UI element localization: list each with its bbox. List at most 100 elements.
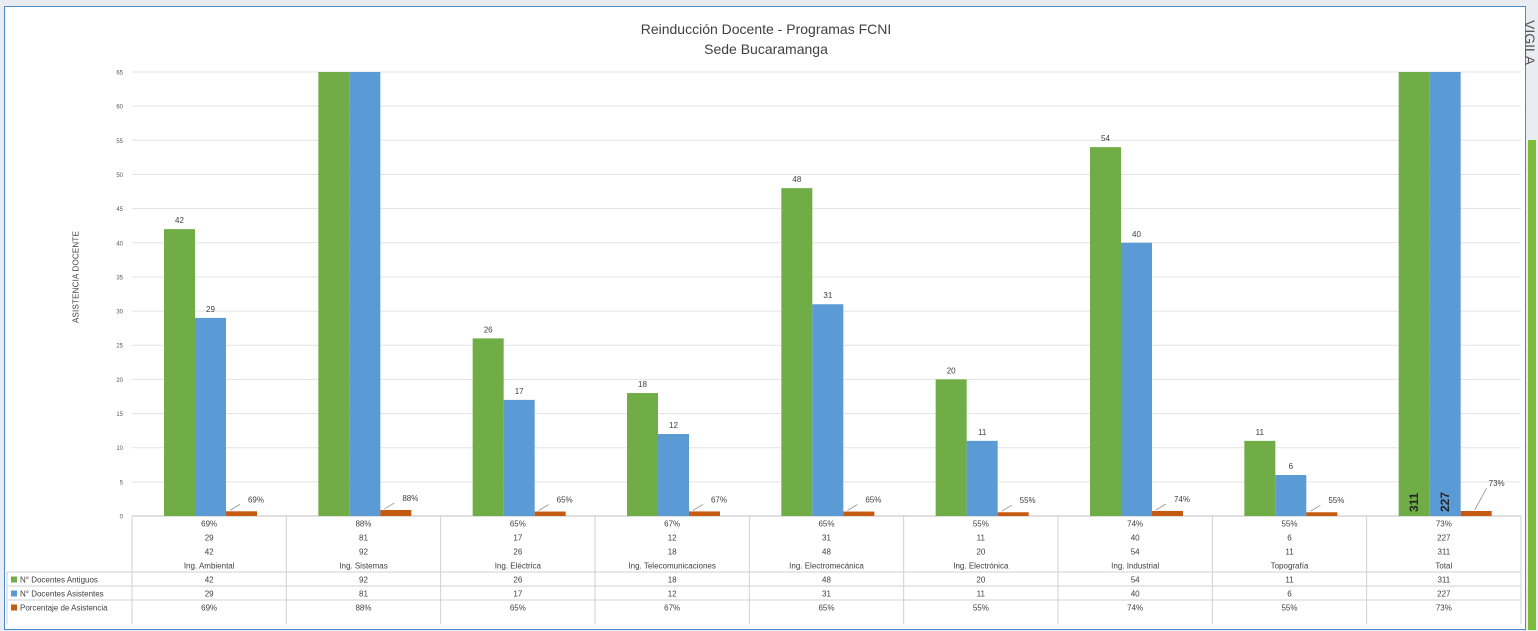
table-cell: 12	[668, 590, 677, 599]
side-label: VIGILA	[1522, 20, 1538, 66]
table-cell: 6	[1287, 534, 1292, 543]
data-label: 40	[1132, 230, 1141, 239]
table-cell: 74%	[1127, 604, 1143, 613]
category-label: Ing. Electrónica	[953, 562, 1009, 571]
table-cell: 17	[513, 590, 522, 599]
data-label: 55%	[1328, 496, 1344, 505]
bar-porcentaje	[226, 511, 257, 516]
bar-antiguos	[935, 379, 967, 516]
table-cell: 67%	[664, 520, 680, 529]
table-cell: 65%	[510, 520, 526, 529]
leader-line	[847, 504, 858, 511]
data-label: 42	[175, 216, 184, 225]
bar-asistentes	[1429, 72, 1461, 516]
category-label: Topografía	[1271, 562, 1309, 571]
table-cell: 48	[822, 548, 831, 557]
table-cell: 69%	[201, 604, 217, 613]
table-cell: 26	[513, 576, 522, 585]
bar-porcentaje	[1460, 511, 1492, 516]
data-label: 227	[1438, 492, 1452, 512]
data-label: 88%	[402, 494, 418, 503]
chart-subtitle: Sede Bucaramanga	[704, 41, 828, 57]
bar-asistentes	[503, 399, 535, 516]
data-label: 73%	[1489, 479, 1505, 488]
table-cell: 40	[1131, 590, 1140, 599]
table-cell: 54	[1131, 576, 1140, 585]
legend-swatch	[11, 590, 17, 597]
legend-label: N° Docentes Asistentes	[20, 590, 104, 599]
table-cell: 54	[1131, 548, 1140, 557]
table-cell: 11	[1285, 576, 1294, 585]
data-label: 17	[515, 387, 524, 396]
chart-frame: Reinducción Docente - Programas FCNI Sed…	[4, 6, 1526, 630]
table-cell: 81	[359, 590, 368, 599]
y-tick-label: 10	[116, 446, 123, 452]
table-cell: 311	[1437, 548, 1450, 557]
y-tick-label: 50	[116, 173, 123, 179]
table-cell: 88%	[355, 520, 371, 529]
data-label: 20	[947, 366, 956, 375]
table-cell: 55%	[973, 520, 989, 529]
data-label: 29	[206, 305, 215, 314]
y-tick-label: 5	[120, 480, 124, 486]
table-cell: 65%	[818, 604, 834, 613]
category-label: Ing. Sistemas	[339, 562, 387, 571]
table-cell: 73%	[1436, 604, 1452, 613]
table-cell: 55%	[973, 604, 989, 613]
bar-porcentaje	[534, 511, 566, 516]
data-label: 18	[638, 380, 647, 389]
table-cell: 73%	[1436, 520, 1452, 529]
leader-line	[1310, 504, 1321, 512]
table-cell: 11	[977, 534, 986, 543]
chart-title: Reinducción Docente - Programas FCNI	[640, 21, 892, 37]
table-cell: 18	[668, 548, 677, 557]
y-tick-label: 65	[116, 71, 123, 77]
table-cell: 20	[976, 548, 985, 557]
y-tick-label: 30	[116, 310, 123, 316]
category-label: Total	[1435, 562, 1452, 571]
table-cell: 55%	[1281, 604, 1297, 613]
bar-asistentes	[195, 317, 226, 516]
table-cell: 65%	[510, 604, 526, 613]
table-cell: 29	[205, 534, 214, 543]
table-cell: 227	[1437, 590, 1451, 599]
bar-antiguos	[1244, 440, 1276, 516]
bar-antiguos	[318, 72, 350, 516]
bar-antiguos	[1398, 72, 1430, 516]
table-cell: 26	[513, 548, 522, 557]
category-label: Ing. Eléctrica	[495, 562, 542, 571]
bar-asistentes	[1121, 242, 1152, 516]
y-tick-label: 55	[116, 139, 123, 145]
bar-asistentes	[1275, 475, 1307, 516]
bar-asistentes	[658, 434, 689, 516]
data-label: 69%	[248, 495, 264, 504]
table-cell: 311	[1437, 576, 1450, 585]
table-cell: 20	[976, 576, 985, 585]
y-tick-label: 60	[116, 105, 123, 111]
table-cell: 67%	[664, 604, 680, 613]
data-label: 11	[1256, 428, 1265, 437]
bar-asistentes	[349, 72, 381, 516]
table-cell: 11	[1285, 548, 1294, 557]
data-label: 31	[823, 291, 832, 300]
data-label: 11	[978, 428, 987, 437]
bar-porcentaje	[843, 511, 875, 516]
bar-porcentaje	[380, 509, 412, 516]
table-cell: 42	[205, 548, 214, 557]
table-cell: 55%	[1281, 520, 1297, 529]
leader-line	[538, 504, 549, 511]
category-label: Ing. Ambiental	[184, 562, 235, 571]
bar-antiguos	[781, 188, 813, 516]
leader-line	[1001, 504, 1012, 512]
legend-label: N° Docentes Antiguos	[20, 576, 98, 585]
leader-line	[384, 502, 395, 510]
bar-porcentaje	[1152, 510, 1183, 516]
bar-porcentaje	[1306, 512, 1338, 516]
bar-asistentes	[966, 440, 998, 516]
y-tick-label: 45	[116, 207, 123, 213]
table-cell: 69%	[201, 520, 217, 529]
chart-titles: Reinducción Docente - Programas FCNI Sed…	[5, 19, 1527, 59]
table-cell: 88%	[355, 604, 371, 613]
table-cell: 31	[822, 534, 831, 543]
y-tick-label: 40	[116, 241, 123, 247]
